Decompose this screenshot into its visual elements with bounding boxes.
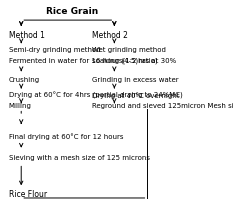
Text: Crushing: Crushing bbox=[9, 77, 40, 84]
Text: Method 1: Method 1 bbox=[9, 31, 45, 40]
Text: Rice Grain: Rice Grain bbox=[46, 7, 98, 16]
Text: Rice Flour: Rice Flour bbox=[9, 190, 47, 199]
Text: Milling: Milling bbox=[9, 103, 31, 109]
Text: Fermented in water for 16 hours(1:2 ratio): Fermented in water for 16 hours(1:2 rati… bbox=[9, 58, 157, 64]
Text: Reground and sieved 125micron Mesh size: Reground and sieved 125micron Mesh size bbox=[92, 103, 233, 109]
Text: Semi-dry grinding method: Semi-dry grinding method bbox=[9, 47, 100, 53]
Text: Drying at 60°C for 4hrs (partial drying to 24%MC): Drying at 60°C for 4hrs (partial drying … bbox=[9, 92, 182, 99]
Text: Method 2: Method 2 bbox=[92, 31, 128, 40]
Text: soaking (4-5)hrs at 30%: soaking (4-5)hrs at 30% bbox=[92, 58, 176, 64]
Text: Sieving with a mesh size of 125 microns: Sieving with a mesh size of 125 microns bbox=[9, 155, 150, 161]
Text: Wet grinding method: Wet grinding method bbox=[92, 47, 166, 53]
Text: Drying at 40°C overnight: Drying at 40°C overnight bbox=[92, 92, 180, 99]
Text: Grinding in excess water: Grinding in excess water bbox=[92, 77, 179, 84]
Text: Final drying at 60°C for 12 hours: Final drying at 60°C for 12 hours bbox=[9, 133, 123, 140]
